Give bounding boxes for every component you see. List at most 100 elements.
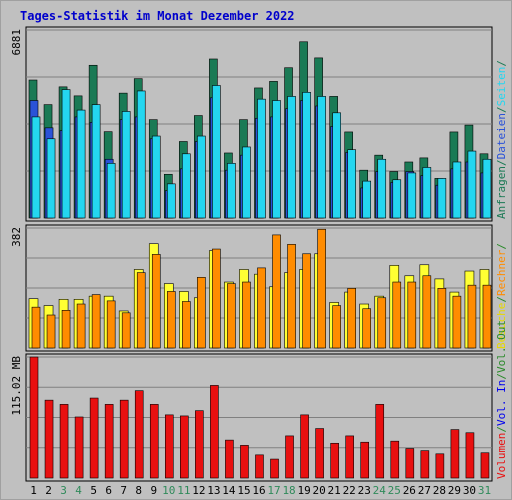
bar-volumen-day-19 [300, 414, 309, 479]
bar-volumen-day-29 [450, 429, 460, 479]
bar-seiten-day-8 [136, 90, 146, 219]
day-label-5: 5 [90, 484, 97, 497]
chart-panels: 6881Anfragen/Dateien/Seiten/382Besuche/R… [10, 26, 508, 482]
day-label-24: 24 [373, 484, 387, 497]
bar-rechner-day-24 [377, 297, 387, 349]
day-label-21: 21 [328, 484, 341, 497]
legend-entry: / [495, 426, 508, 433]
bar-rechner-day-17 [272, 234, 281, 349]
day-label-10: 10 [162, 484, 175, 497]
bar-rechner-day-12 [197, 277, 206, 349]
bar-rechner-day-23 [362, 308, 372, 349]
bar-seiten-day-15 [242, 146, 251, 219]
bar-seiten-day-25 [392, 179, 402, 219]
bar-volumen-day-15 [240, 445, 249, 479]
bar-volumen-day-31 [480, 452, 490, 479]
legend-entry: / [495, 296, 508, 303]
bar-seiten-day-26 [407, 172, 417, 219]
day-label-1: 1 [30, 484, 37, 497]
bar-rechner-day-5 [91, 294, 101, 349]
bar-rechner-day-1 [31, 306, 41, 349]
bar-volumen-day-17 [270, 458, 279, 479]
bar-volumen-day-25 [390, 440, 400, 479]
day-label-23: 23 [358, 484, 371, 497]
bar-rechner-day-7 [121, 312, 131, 349]
bar-seiten-day-4 [76, 109, 86, 219]
legend-entry: Vol. Out [495, 320, 508, 373]
bar-rechner-day-31 [482, 284, 492, 349]
legend-entry: / [495, 60, 508, 67]
day-label-22: 22 [343, 484, 356, 497]
legend-entry: Rechner [495, 249, 508, 296]
bar-seiten-day-22 [347, 149, 356, 219]
bar-seiten-day-31 [482, 158, 492, 219]
day-label-25: 25 [388, 484, 401, 497]
bar-volumen-day-27 [420, 450, 430, 479]
day-label-4: 4 [75, 484, 82, 497]
legend-entry: Volumen [495, 433, 508, 479]
bar-volumen-day-28 [435, 453, 445, 479]
bar-volumen-day-18 [285, 435, 294, 479]
bar-seiten-day-20 [317, 96, 326, 219]
bar-volumen-day-6 [104, 404, 114, 479]
day-label-20: 20 [313, 484, 326, 497]
legend-entry: Besuche [495, 303, 508, 349]
bar-seiten-day-19 [302, 92, 311, 219]
bar-volumen-day-26 [405, 448, 415, 479]
bar-volumen-day-2 [44, 399, 54, 479]
legend-entry: Vol. In [495, 380, 508, 426]
legend-entry: Anfragen [495, 166, 508, 219]
legend-entry: Seiten [495, 67, 508, 107]
bar-rechner-day-14 [227, 283, 236, 349]
day-label-28: 28 [433, 484, 446, 497]
day-label-3: 3 [60, 484, 67, 497]
legend-entry: Dateien [495, 113, 508, 159]
bar-rechner-day-4 [76, 303, 86, 349]
chart-title: Tages-Statistik im Monat Dezember 2022 [20, 9, 295, 23]
bar-volumen-day-20 [315, 428, 324, 479]
bar-volumen-day-4 [74, 416, 84, 479]
panel-requests-legend: Anfragen/Dateien/Seiten/ [495, 60, 508, 219]
day-label-2: 2 [45, 484, 52, 497]
bar-rechner-day-16 [257, 267, 266, 349]
bar-rechner-day-8 [136, 272, 146, 349]
day-label-26: 26 [403, 484, 416, 497]
bar-seiten-day-16 [257, 98, 266, 219]
bar-volumen-day-30 [465, 432, 475, 479]
legend-entry: / [495, 373, 508, 380]
legend-entry: / [495, 159, 508, 166]
bar-rechner-day-28 [437, 288, 447, 349]
bar-volumen-day-3 [59, 404, 69, 479]
bar-rechner-day-15 [242, 281, 251, 349]
day-label-18: 18 [282, 484, 295, 497]
bar-rechner-day-27 [422, 275, 432, 349]
bar-seiten-day-7 [121, 111, 131, 219]
bar-rechner-day-3 [61, 310, 71, 349]
bar-volumen-day-23 [360, 441, 370, 479]
bar-rechner-day-21 [332, 305, 341, 349]
panel-visits-legend: Besuche/Rechner/ [495, 243, 508, 349]
bar-volumen-day-8 [134, 390, 144, 479]
day-label-11: 11 [177, 484, 190, 497]
day-label-19: 19 [297, 484, 310, 497]
bar-rechner-day-18 [287, 244, 296, 349]
bar-seiten-day-18 [287, 96, 296, 219]
bar-seiten-day-24 [377, 158, 387, 219]
bar-rechner-day-11 [182, 301, 191, 349]
bar-seiten-day-29 [452, 161, 462, 219]
day-label-31: 31 [478, 484, 491, 497]
bar-rechner-day-19 [302, 253, 311, 349]
day-axis-labels: 1 2 3 4 5 6 7 8 9 10 11 12 13 14 15 16 17 18 19 20 21 22 23 24 2… [30, 484, 491, 497]
bar-volumen-day-7 [119, 399, 129, 479]
bar-volumen-day-21 [330, 442, 339, 479]
bar-seiten-day-21 [332, 112, 341, 219]
bar-volumen-day-24 [375, 404, 385, 479]
bar-rechner-day-9 [151, 254, 161, 349]
day-label-27: 27 [418, 484, 431, 497]
bar-seiten-day-10 [166, 183, 176, 219]
bar-seiten-day-3 [61, 89, 71, 219]
day-label-14: 14 [222, 484, 236, 497]
bar-rechner-day-20 [317, 228, 326, 349]
